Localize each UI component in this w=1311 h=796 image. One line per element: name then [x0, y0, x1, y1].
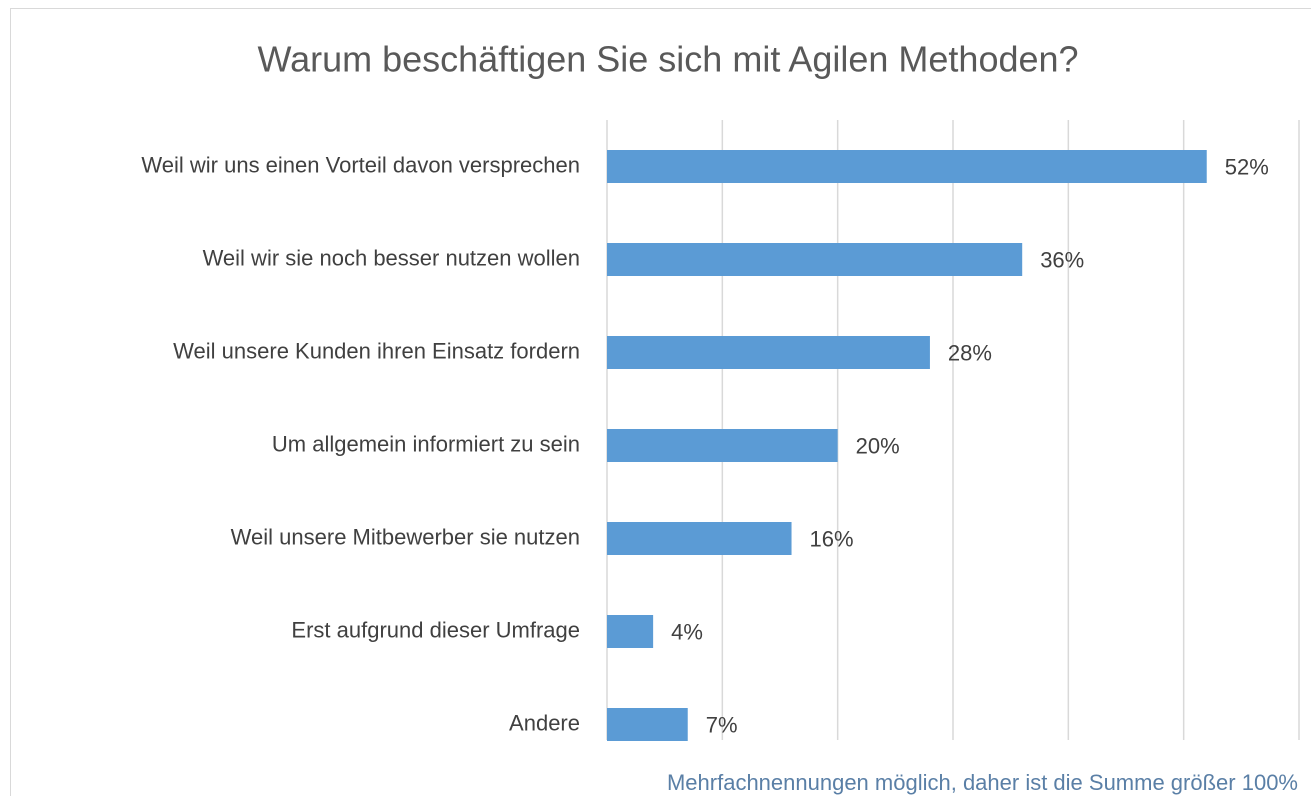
- bar: [607, 522, 792, 555]
- bar: [607, 336, 930, 369]
- bar: [607, 429, 838, 462]
- value-label: 7%: [706, 712, 738, 737]
- value-label: 4%: [671, 619, 703, 644]
- y-tick-label: Weil wir sie noch besser nutzen wollen: [203, 245, 580, 270]
- chart-border: [10, 8, 1311, 796]
- value-label: 52%: [1225, 154, 1269, 179]
- y-tick-label: Andere: [509, 710, 580, 735]
- y-tick-label: Erst aufgrund dieser Umfrage: [291, 617, 580, 642]
- value-label: 36%: [1040, 247, 1084, 272]
- chart-title: Warum beschäftigen Sie sich mit Agilen M…: [257, 39, 1078, 80]
- y-tick-label: Weil unsere Mitbewerber sie nutzen: [231, 524, 580, 549]
- bar: [607, 150, 1207, 183]
- y-tick-label: Weil wir uns einen Vorteil davon verspre…: [141, 152, 580, 177]
- y-tick-label: Um allgemein informiert zu sein: [272, 431, 580, 456]
- value-label: 16%: [810, 526, 854, 551]
- y-tick-label: Weil unsere Kunden ihren Einsatz fordern: [173, 338, 580, 363]
- bar: [607, 708, 688, 741]
- footnote: Mehrfachnennungen möglich, daher ist die…: [667, 770, 1298, 795]
- value-label: 20%: [856, 433, 900, 458]
- bar: [607, 243, 1023, 276]
- bar: [607, 615, 654, 648]
- value-label: 28%: [948, 340, 992, 365]
